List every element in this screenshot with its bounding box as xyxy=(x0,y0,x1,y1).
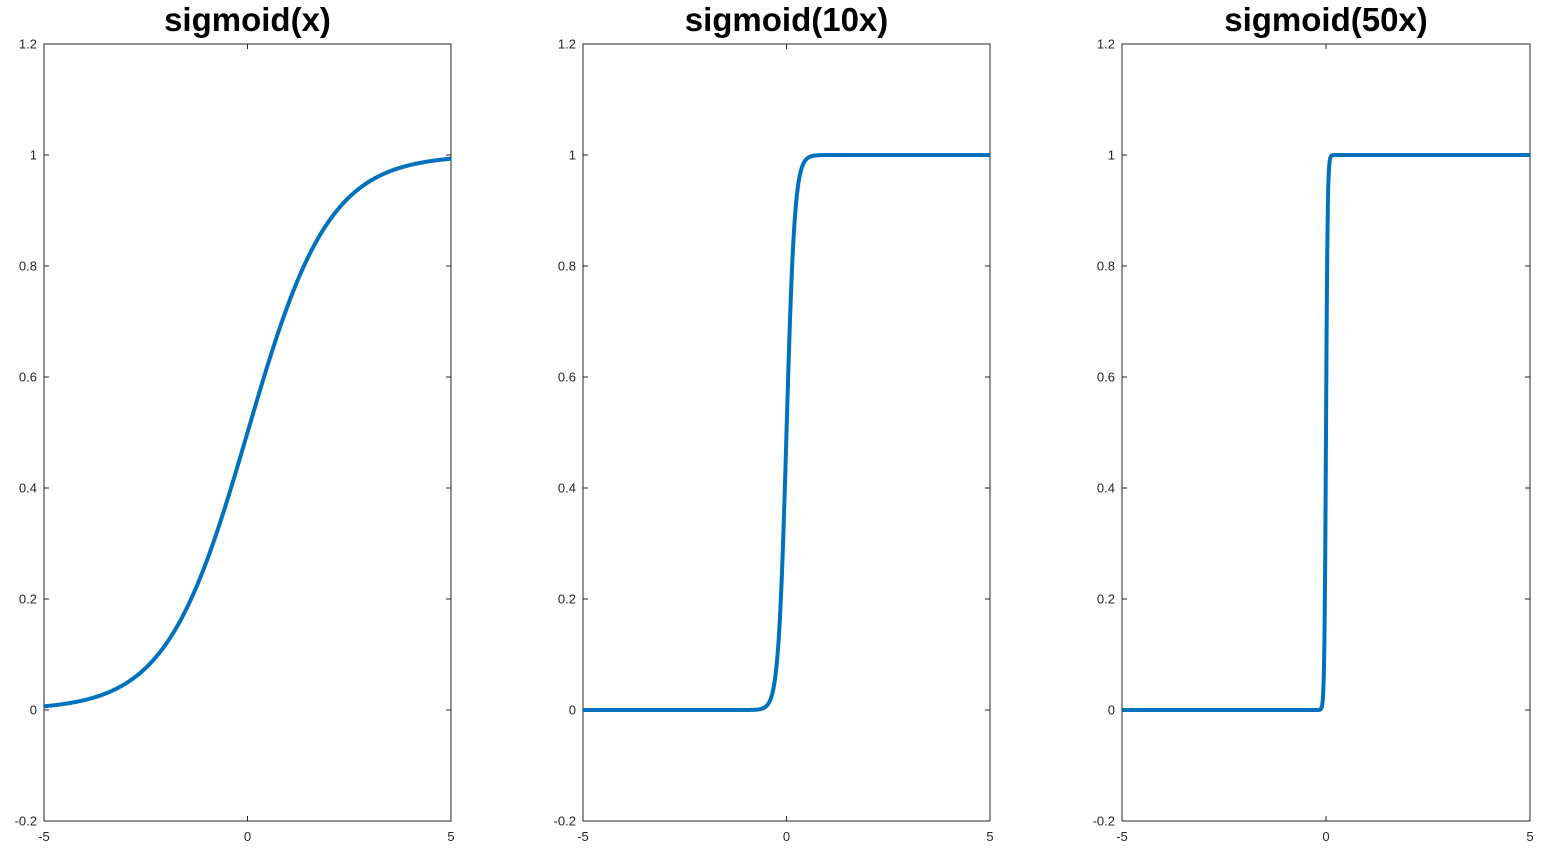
x-tick-label: 5 xyxy=(447,829,454,844)
x-tick-label: -5 xyxy=(38,829,50,844)
sigmoid-curve xyxy=(42,156,453,709)
y-tick-label: 1.2 xyxy=(558,37,576,52)
x-tick-label: 5 xyxy=(1526,829,1533,844)
subplot-3: -0.2 0 0.2 0.4 0.6 0.8 1 1.2 -5 0 5 sigmoid(50x) xyxy=(1093,1,1534,844)
y-tick-label: 0.4 xyxy=(1097,481,1115,496)
y-tick-label: 0 xyxy=(569,703,576,718)
y-tick-label: -0.2 xyxy=(1093,814,1115,829)
x-tick-label: 0 xyxy=(244,829,251,844)
y-tick-label: 1.2 xyxy=(19,37,37,52)
sigmoid-curve xyxy=(1120,153,1532,712)
y-tick-label: 0.8 xyxy=(19,259,37,274)
subplot-1: -0.2 0 0.2 0.4 0.6 0.8 1 1.2 -5 0 5 sigmoid(x) xyxy=(15,1,455,844)
y-tick-label: 0.8 xyxy=(1097,259,1115,274)
y-tick-label: 0 xyxy=(30,703,37,718)
x-tick-label: 5 xyxy=(986,829,993,844)
y-tick-label: 1.2 xyxy=(1097,37,1115,52)
x-tick-label: -5 xyxy=(1116,829,1128,844)
y-tick-label: 0.6 xyxy=(19,370,37,385)
y-tick-label: 1 xyxy=(1108,148,1115,163)
y-tick-label: -0.2 xyxy=(554,814,576,829)
y-tick-label: 0 xyxy=(1108,703,1115,718)
y-tick-label: -0.2 xyxy=(15,814,37,829)
x-tick-label: 0 xyxy=(1322,829,1329,844)
sigmoid-curve xyxy=(581,153,992,712)
y-tick-label: 0.8 xyxy=(558,259,576,274)
y-tick-label: 0.4 xyxy=(19,481,37,496)
subplot-2: -0.2 0 0.2 0.4 0.6 0.8 1 1.2 -5 0 5 sigmoid(10x) xyxy=(554,1,994,844)
chart-title: sigmoid(x) xyxy=(164,1,331,38)
y-tick-label: 0.2 xyxy=(19,592,37,607)
y-tick-label: 1 xyxy=(569,148,576,163)
chart-title: sigmoid(10x) xyxy=(685,1,889,38)
x-tick-label: 0 xyxy=(783,829,790,844)
y-tick-label: 0.2 xyxy=(558,592,576,607)
y-tick-label: 0.4 xyxy=(558,481,576,496)
y-tick-label: 0.2 xyxy=(1097,592,1115,607)
x-tick-label: -5 xyxy=(577,829,589,844)
chart-title: sigmoid(50x) xyxy=(1224,1,1428,38)
y-tick-label: 0.6 xyxy=(1097,370,1115,385)
y-tick-label: 1 xyxy=(30,148,37,163)
y-tick-label: 0.6 xyxy=(558,370,576,385)
